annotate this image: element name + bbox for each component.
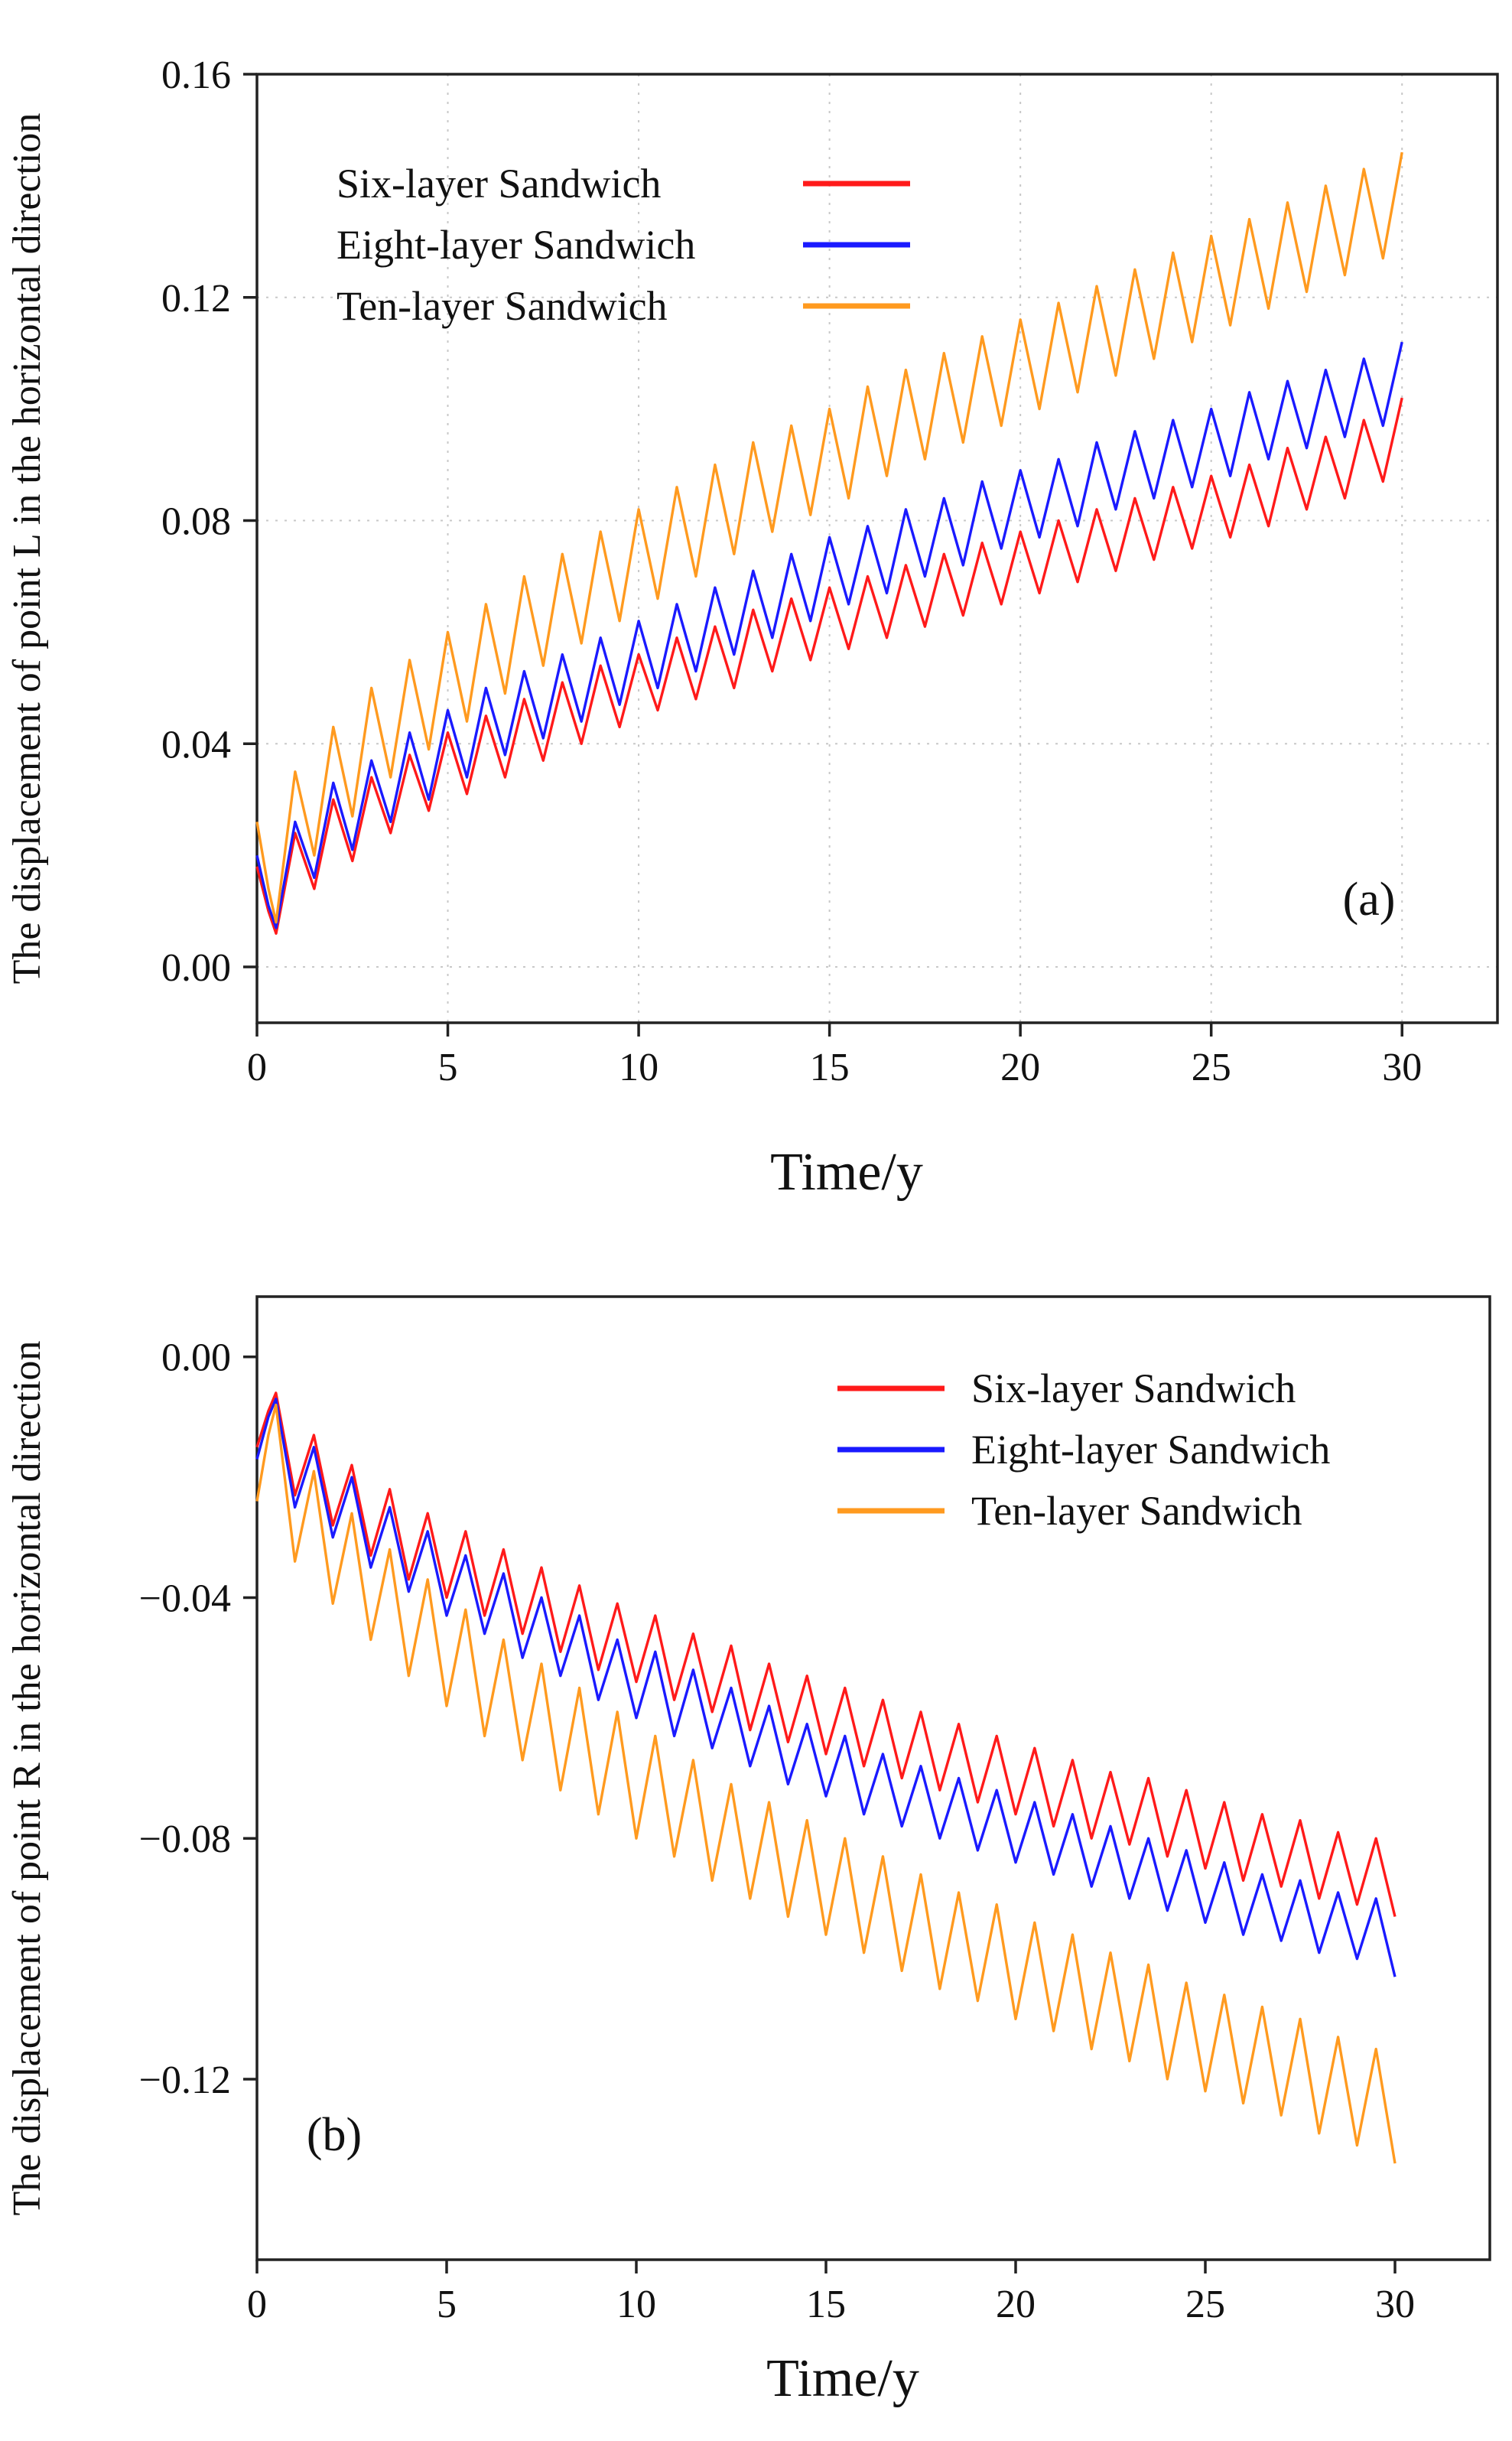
y-tick-label: −0.08 [139,1818,231,1861]
legend-label: Six-layer Sandwich [971,1365,1296,1411]
y-axis-title: The displacement of point R in the horiz… [5,1341,49,2216]
series-line [255,1398,1397,1977]
x-tick-label: 0 [247,1046,267,1089]
x-tick-label: 30 [1382,1046,1422,1089]
legend-label: Ten-layer Sandwich [337,283,668,329]
x-tick-label: 20 [1000,1046,1040,1089]
y-tick-label: 0.16 [161,54,231,97]
series-line [255,1391,1397,1917]
panel-label: (b) [307,2109,362,2161]
x-tick-label: 30 [1375,2283,1415,2326]
series-line [255,1403,1397,2164]
series-line [255,397,1403,936]
x-axis-title: Time/y [766,2349,919,2408]
legend-label: Ten-layer Sandwich [971,1488,1302,1534]
panel-a: 0 5 10 15 20 25 30 0.00 0.04 0.08 0.12 0.16 Time/y Th… [5,54,1499,1202]
panel-b: 0 5 10 15 20 25 30 0.00 −0.04 −0.08 −0.12 Time/y The… [5,1295,1491,2408]
y-axis-title: The displacement of point L in the horiz… [5,113,49,985]
legend-label: Eight-layer Sandwich [971,1427,1330,1473]
y-tick-label: 0.04 [161,723,231,766]
y-tick-label: 0.00 [161,1336,231,1380]
x-tick-label: 10 [619,1046,658,1089]
x-tick-label: 15 [810,1046,850,1089]
x-tick-label: 25 [1192,1046,1231,1089]
series-line [255,341,1403,929]
y-tick-label: 0.08 [161,500,231,544]
x-tick-label: 0 [247,2283,267,2326]
series-line [255,151,1403,924]
legend-label: Eight-layer Sandwich [337,222,695,268]
panel-label: (a) [1343,874,1396,926]
y-tick-label: 0.12 [161,277,231,321]
x-tick-label: 25 [1185,2283,1225,2326]
x-tick-label: 5 [438,1046,458,1089]
x-tick-label: 5 [437,2283,457,2326]
x-axis-title: Time/y [770,1143,923,1202]
x-tick-label: 10 [616,2283,656,2326]
y-tick-label: 0.00 [161,946,231,990]
plot-frame [255,1295,1491,2261]
y-tick-label: −0.12 [139,2059,231,2102]
x-tick-label: 20 [996,2283,1036,2326]
legend-label: Six-layer Sandwich [337,161,661,207]
x-tick-label: 15 [806,2283,846,2326]
plot-frame [255,73,1499,1024]
y-tick-label: −0.04 [139,1577,231,1620]
